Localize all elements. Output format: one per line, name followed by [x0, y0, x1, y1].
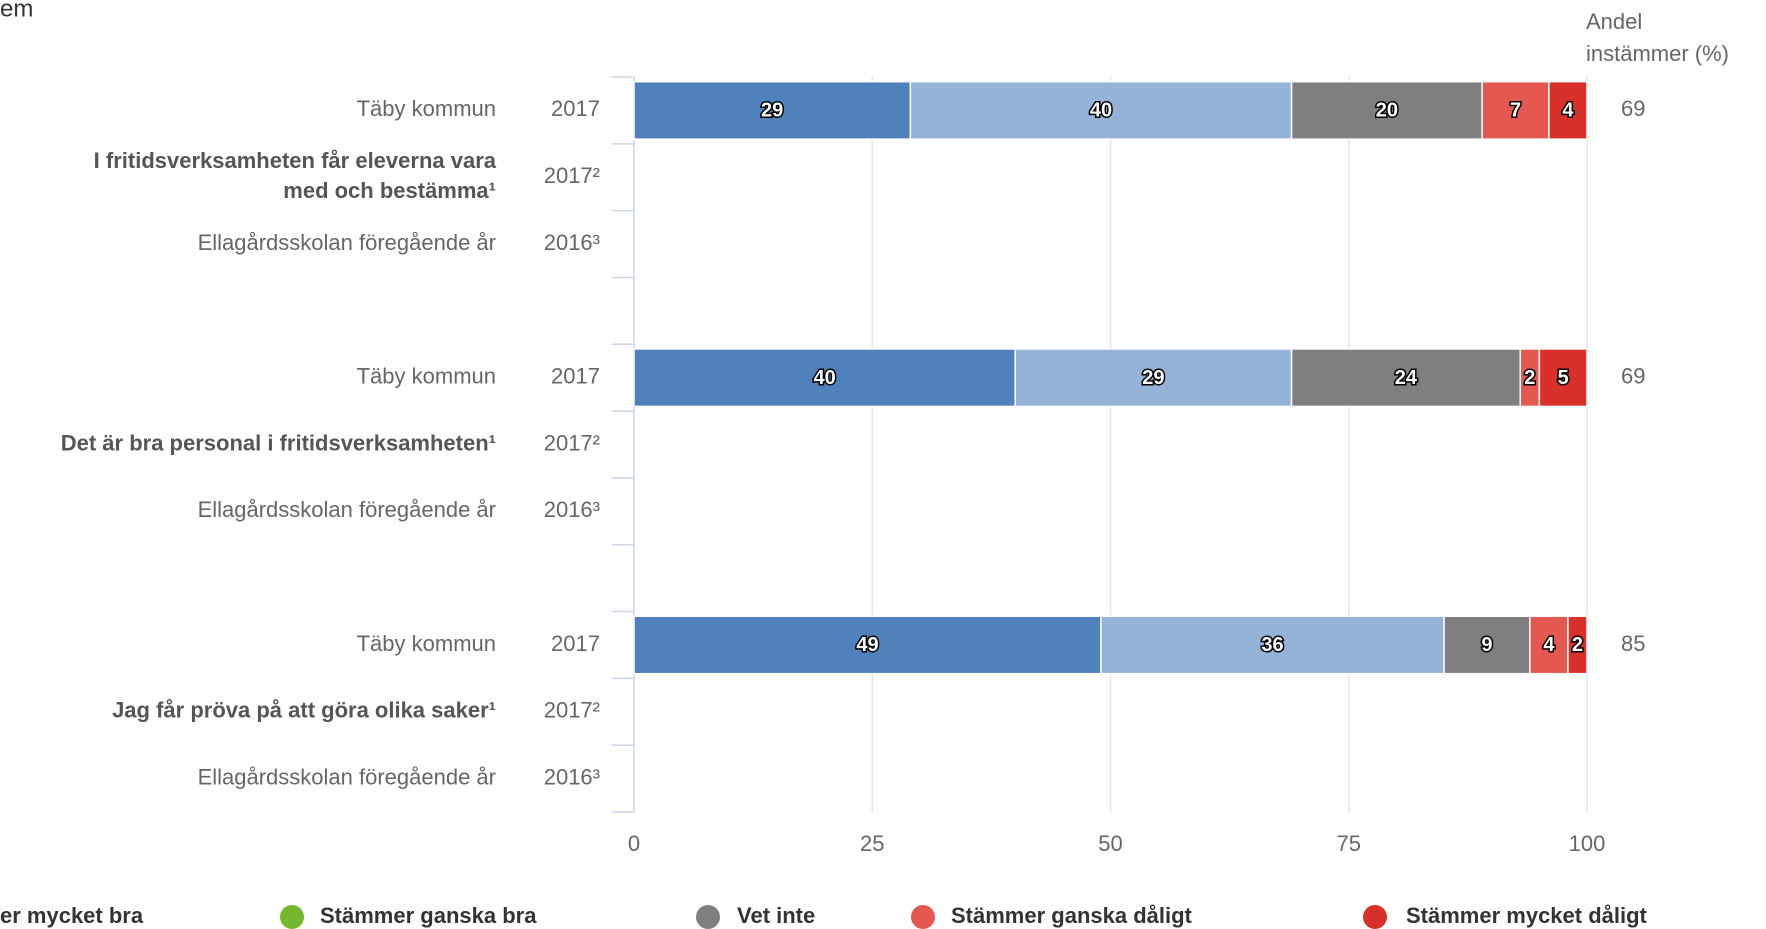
y-category-label: I fritidsverksamheten får eleverna vara m…: [94, 148, 497, 203]
x-tick-label: 50: [1098, 831, 1122, 856]
data-label: 20: [1376, 100, 1398, 122]
data-label: 29: [1142, 367, 1164, 389]
y-category-label: Täby kommun: [357, 631, 496, 656]
share-value: 69: [1621, 96, 1645, 121]
share-header-line: Andel: [1586, 9, 1642, 34]
y-category-label: Täby kommun: [357, 363, 496, 388]
y-year-label: 2016³: [544, 230, 600, 255]
y-year-label: 2017²: [544, 698, 600, 723]
y-category-label: Det är bra personal i fritidsverksamhete…: [61, 430, 496, 455]
legend-label: Stämmer ganska bra: [320, 903, 537, 928]
bar-segment: [1538, 348, 1588, 408]
data-label: 36: [1261, 634, 1283, 656]
legend-marker: [280, 905, 304, 929]
y-year-label: 2017²: [544, 163, 600, 188]
data-label: 9: [1481, 634, 1492, 656]
bar-segment: [1100, 615, 1445, 675]
share-value: 69: [1621, 363, 1645, 388]
bar-segment: [1290, 80, 1483, 140]
y-category-label-line: I fritidsverksamheten får eleverna vara: [94, 148, 497, 173]
bar-segment: [909, 80, 1293, 140]
data-label: 24: [1395, 367, 1418, 389]
bar-segment: [633, 80, 912, 140]
x-tick-label: 0: [628, 831, 640, 856]
data-label: 2: [1524, 367, 1535, 389]
share-header: Andel instämmer (%): [1586, 9, 1729, 66]
y-category-label: Ellagårdsskolan föregående år: [198, 497, 496, 522]
share-value: 85: [1621, 631, 1645, 656]
y-category-label: Ellagårdsskolan föregående år: [198, 230, 496, 255]
y-year-label: 2017: [551, 363, 600, 388]
legend-label: Vet inte: [737, 903, 815, 928]
data-label: 40: [1090, 100, 1112, 122]
bar-segment: [1548, 80, 1588, 140]
y-year-label: 2017: [551, 631, 600, 656]
data-label: 4: [1543, 634, 1555, 656]
y-category-label: Jag får pröva på att göra olika saker¹: [112, 698, 496, 723]
legend-marker: [1363, 905, 1387, 929]
data-label: 7: [1510, 100, 1521, 122]
bar-segment: [633, 615, 1102, 675]
y-category-label-line: med och bestämma¹: [283, 178, 496, 203]
y-year-label: 2016³: [544, 497, 600, 522]
data-label: 40: [813, 367, 835, 389]
bar-segment: [1014, 348, 1293, 408]
x-tick-label: 75: [1337, 831, 1361, 856]
chart-title: em: [0, 0, 33, 22]
data-label: 2: [1572, 634, 1583, 656]
share-header-line: instämmer (%): [1586, 41, 1729, 66]
x-tick-label: 25: [860, 831, 884, 856]
y-year-label: 2016³: [544, 764, 600, 789]
legend-marker: [911, 905, 935, 929]
data-label: 5: [1558, 367, 1569, 389]
legend-label: Stämmer ganska dåligt: [951, 903, 1193, 928]
bar-segment: [1290, 348, 1522, 408]
bar-segment: [1567, 615, 1588, 675]
x-tick-label: 100: [1569, 831, 1606, 856]
data-label: 49: [856, 634, 878, 656]
legend-marker: [696, 905, 720, 929]
y-category-label: Täby kommun: [357, 96, 496, 121]
y-year-label: 2017: [551, 96, 600, 121]
y-category-label: Ellagårdsskolan föregående år: [198, 764, 496, 789]
legend-label: er mycket bra: [0, 903, 144, 928]
data-label: 4: [1562, 100, 1574, 122]
legend-label: Stämmer mycket dåligt: [1406, 903, 1648, 928]
y-year-label: 2017²: [544, 430, 600, 455]
bar-segment: [633, 348, 1016, 408]
bar-segment: [1529, 615, 1569, 675]
data-label: 29: [761, 100, 783, 122]
